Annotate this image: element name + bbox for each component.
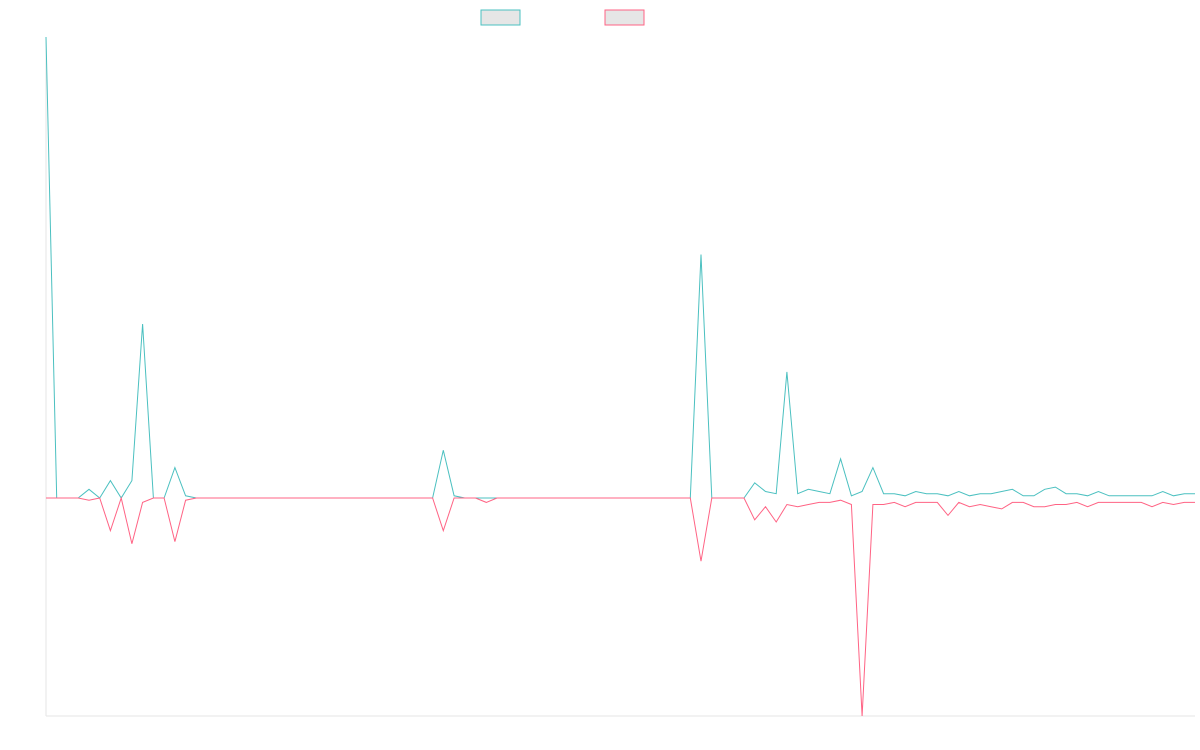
legend[interactable] xyxy=(480,9,645,26)
series-line-1 xyxy=(45,36,1195,499)
series-layer xyxy=(45,36,1195,717)
axes xyxy=(45,37,1195,717)
legend-swatch-1[interactable] xyxy=(480,9,521,26)
legend-swatch-2[interactable] xyxy=(604,9,645,26)
series-line-2 xyxy=(46,496,1195,717)
